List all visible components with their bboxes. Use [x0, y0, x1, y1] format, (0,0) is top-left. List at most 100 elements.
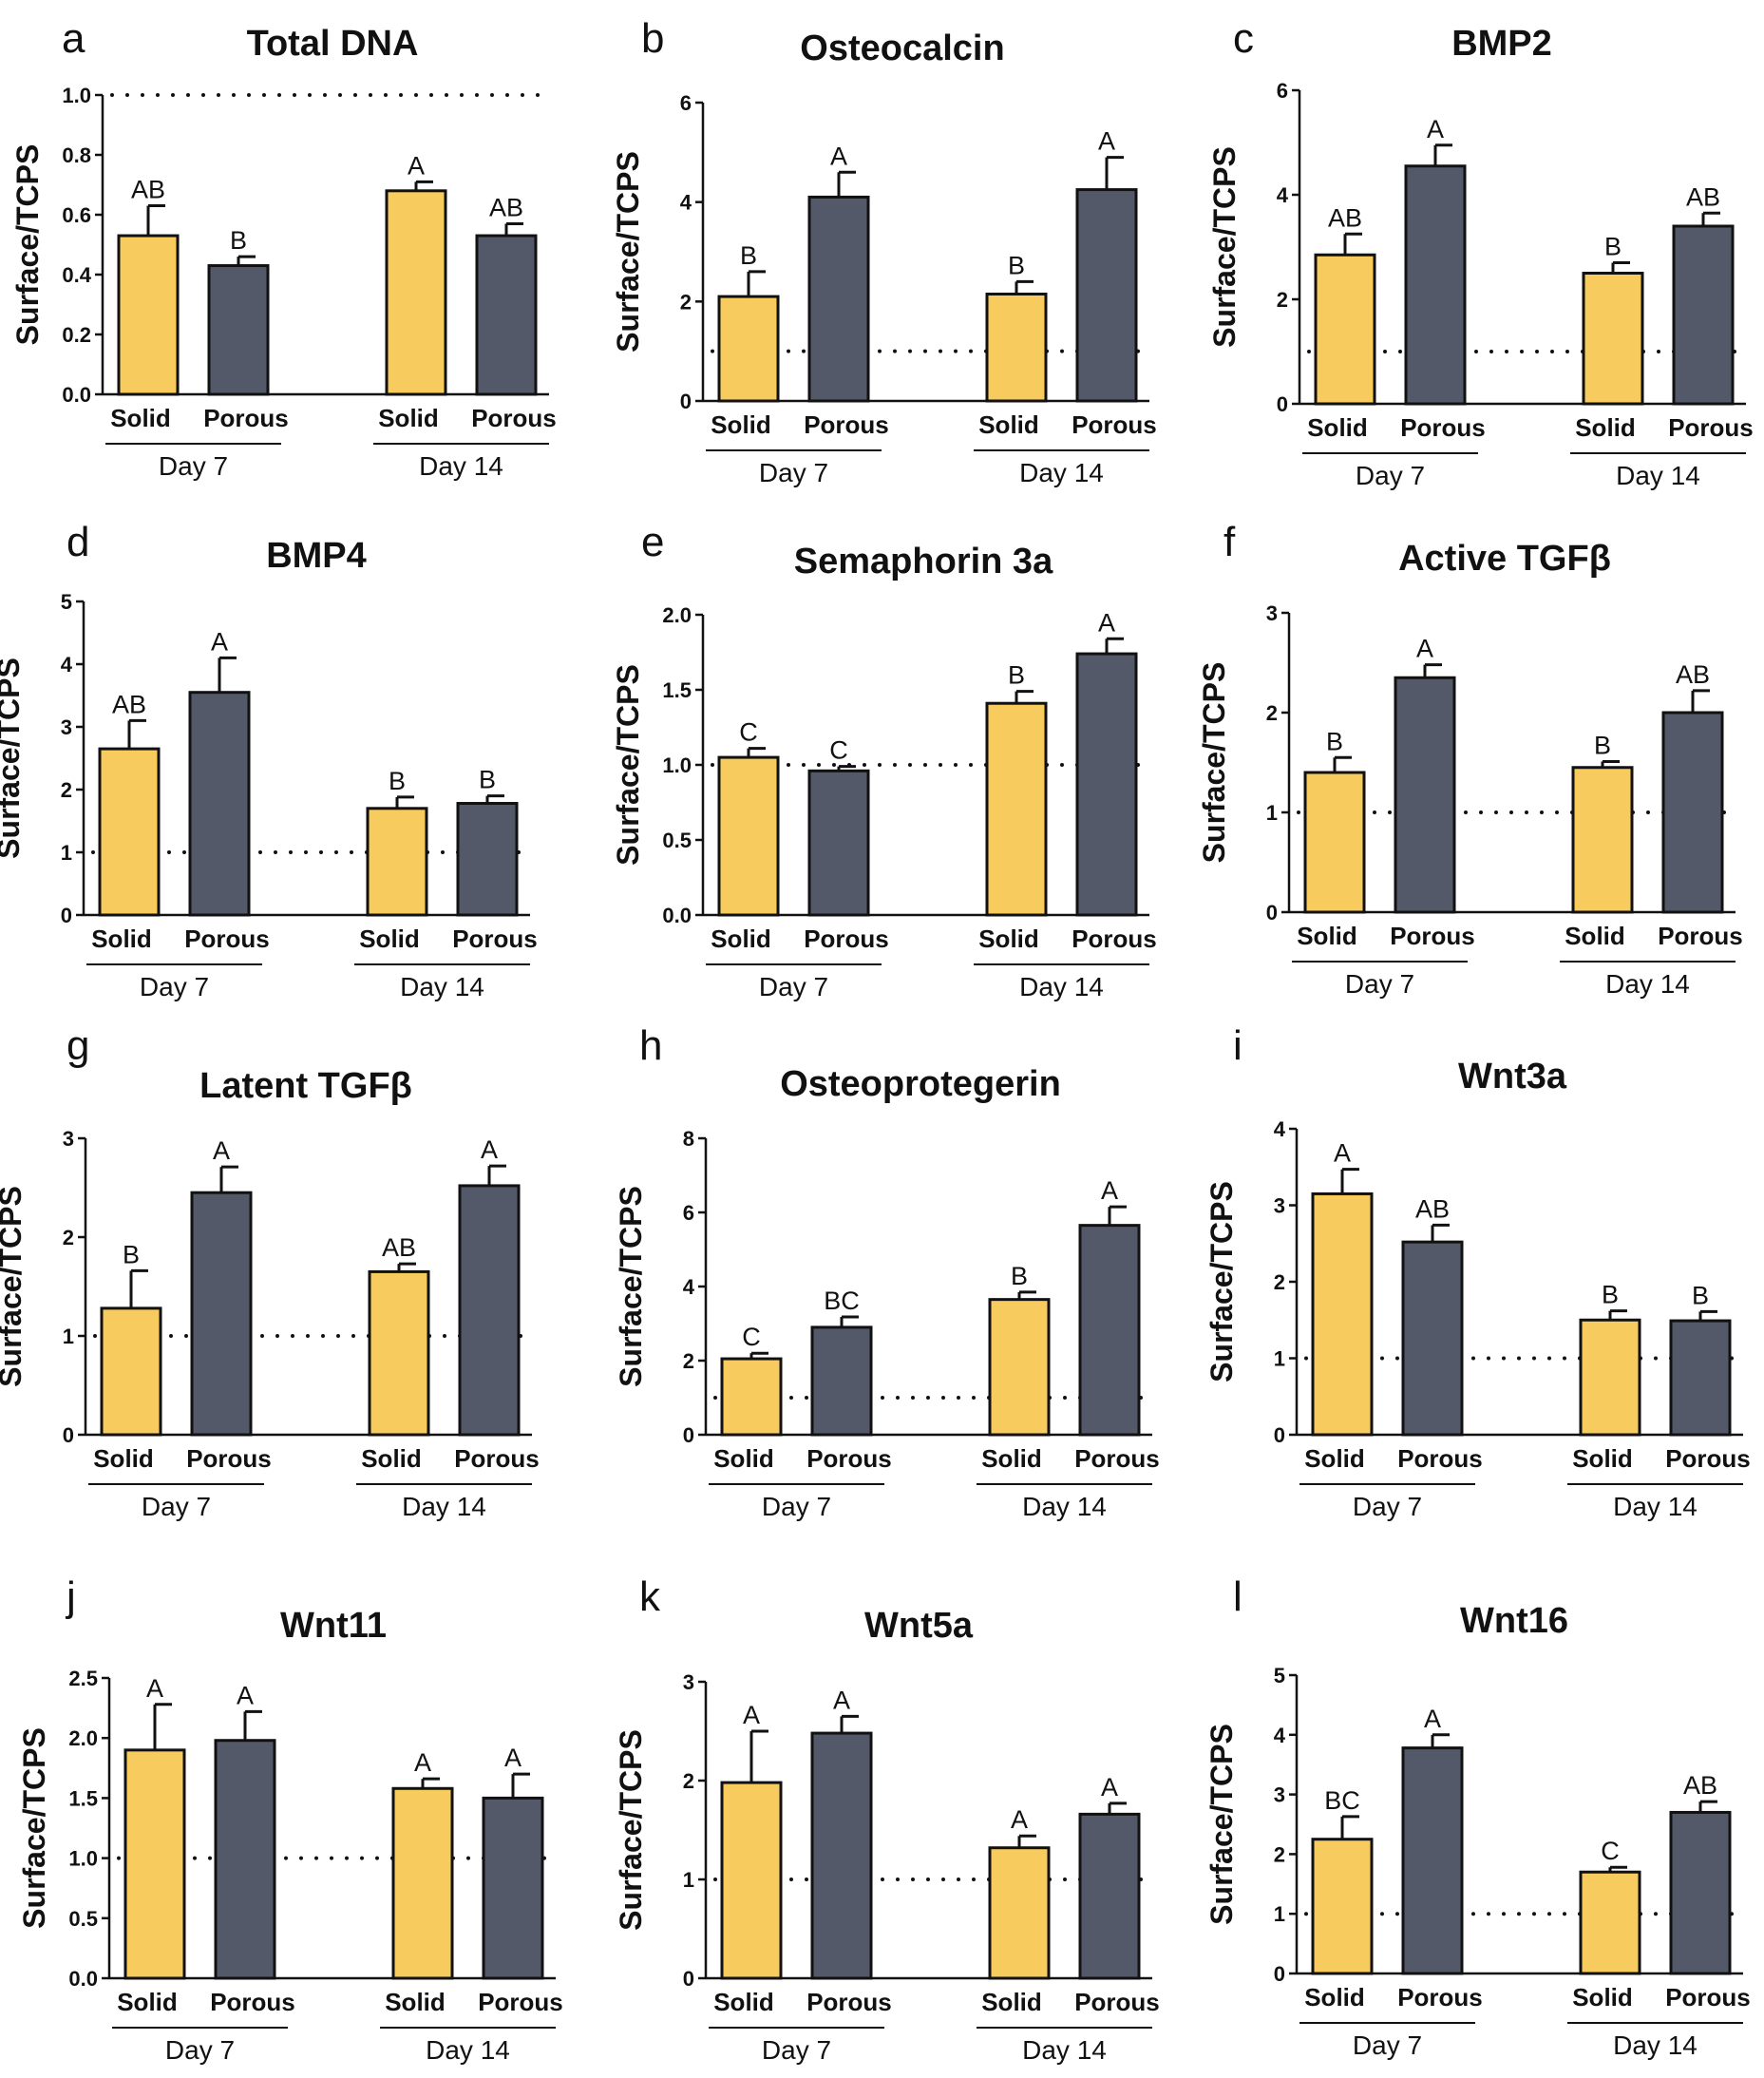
panel-h-ylabel: Surface/TCPS	[614, 1186, 648, 1387]
panel-f-bar	[1303, 771, 1366, 914]
panel-k-ylabel: Surface/TCPS	[614, 1729, 648, 1931]
panel-a-group-label: Day 14	[419, 451, 503, 481]
panel-e-bar	[807, 769, 870, 917]
panel-h-category-label: Solid	[713, 1444, 774, 1473]
panel-l-ytick-label: 3	[1274, 1783, 1285, 1807]
panel-b-significance-label: B	[1008, 251, 1025, 279]
panel-e-ytick-label: 1.5	[662, 678, 692, 702]
panel-b-title: Osteocalcin	[800, 29, 1004, 68]
panel-e-bar	[1075, 652, 1138, 917]
panel-d-significance-label: B	[389, 767, 406, 795]
panel-l-letter: l	[1233, 1573, 1242, 1620]
panel-c-ylabel: Surface/TCPS	[1207, 146, 1242, 348]
panel-k-bar	[1078, 1812, 1141, 1980]
panel-j-category-label: Solid	[117, 1988, 178, 2016]
panel-i-ytick-label: 0	[1274, 1423, 1285, 1447]
panel-f-bar	[1661, 711, 1724, 914]
panel-l-category-label: Solid	[1572, 1983, 1633, 2011]
panel-h-ytick-label: 8	[683, 1127, 694, 1151]
panel-i-significance-label: A	[1334, 1139, 1351, 1168]
panel-d-bar	[188, 691, 251, 917]
panel-d-category-label: Solid	[359, 925, 420, 953]
panel-f-category-label: Porous	[1390, 922, 1475, 950]
panel-a-ylabel: Surface/TCPS	[10, 144, 45, 346]
panel-g-ytick-label: 1	[63, 1325, 74, 1348]
panel-l-ytick-label: 5	[1274, 1664, 1285, 1687]
panel-k-category-label: Solid	[713, 1988, 774, 2016]
panel-c-significance-label: A	[1427, 115, 1444, 143]
panel-g-title: Latent TGFβ	[199, 1066, 412, 1106]
panel-i-group-label: Day 14	[1613, 1492, 1698, 1521]
panel-h-significance-label: B	[1011, 1262, 1028, 1290]
panel-g-significance-label: B	[123, 1240, 140, 1268]
panel-e-letter: e	[641, 519, 664, 565]
panel-h-group-label: Day 7	[762, 1492, 831, 1521]
panel-i-category-label: Solid	[1304, 1444, 1365, 1473]
panel-h-ytick-label: 4	[683, 1275, 695, 1299]
panel-h-letter: h	[639, 1022, 662, 1069]
panel-c-ytick-label: 6	[1277, 79, 1288, 103]
panel-a-significance-label: B	[230, 226, 247, 255]
panel-g-category-label: Solid	[361, 1444, 422, 1473]
panel-i-category-label: Solid	[1572, 1444, 1633, 1473]
panel-a-bar	[385, 189, 447, 396]
panel-k-ytick-label: 2	[683, 1769, 694, 1793]
panel-j-category-label: Solid	[385, 1988, 446, 2016]
panel-l: l Wnt16 Surface/TCPS 0 1 2 3 4 5 BC A C AB Solid Porou…	[1204, 1573, 1751, 2060]
panel-c-bar	[1404, 164, 1467, 406]
panel-l-group-label: Day 7	[1353, 2030, 1422, 2060]
panel-a-letter: a	[62, 15, 85, 62]
panel-e-ytick-label: 1.0	[662, 753, 692, 777]
panel-f-significance-label: AB	[1676, 660, 1710, 689]
panel-c-significance-label: B	[1604, 233, 1622, 261]
panel-f-category-label: Porous	[1658, 922, 1743, 950]
panel-g-category-label: Solid	[93, 1444, 154, 1473]
panel-h: h Osteoprotegerin Surface/TCPS 0 2 4 6 8 C BC B A So…	[614, 1022, 1160, 1521]
panel-g: g Latent TGFβ Surface/TCPS 0 1 2 3 B A AB A Solid Po…	[0, 1022, 540, 1521]
panel-b-category-label: Solid	[978, 410, 1039, 439]
panel-g-group-label: Day 14	[402, 1492, 486, 1521]
panel-j-bar	[391, 1786, 454, 1980]
panel-j-ytick-label: 1.0	[68, 1847, 98, 1871]
panel-c-ytick-label: 2	[1277, 288, 1288, 312]
panel-g-ytick-label: 0	[63, 1423, 74, 1447]
panel-l-ytick-label: 1	[1274, 1902, 1285, 1926]
panel-k-ytick-label: 3	[683, 1670, 694, 1694]
panel-k-significance-label: A	[833, 1686, 850, 1714]
panel-j: j Wnt11 Surface/TCPS 0.0 0.5 1.0 1.5 2.0 2.5 A A A A…	[17, 1573, 563, 2065]
panel-e-significance-label: C	[739, 718, 758, 747]
panel-l-ylabel: Surface/TCPS	[1204, 1724, 1239, 1925]
panel-d-title: BMP4	[266, 536, 367, 576]
panel-f-bar	[1571, 766, 1634, 914]
panel-c-bar	[1672, 224, 1735, 406]
panel-a: a Total DNA Surface/TCPS 0.0 0.2 0.4 0.6 0.8 1.0…	[10, 15, 557, 481]
panel-k-significance-label: A	[1011, 1805, 1028, 1834]
panel-h-title: Osteoprotegerin	[780, 1064, 1061, 1104]
panel-g-bar	[368, 1269, 430, 1437]
panel-f-ytick-label: 3	[1266, 601, 1278, 625]
panel-f-significance-label: B	[1326, 727, 1343, 755]
panel-h-significance-label: A	[1101, 1176, 1118, 1205]
panel-d-significance-label: A	[211, 627, 228, 656]
panel-h-ytick-label: 6	[683, 1201, 694, 1225]
panel-k-title: Wnt5a	[864, 1606, 974, 1646]
panel-i-letter: i	[1233, 1022, 1242, 1069]
panel-i-bar	[1579, 1318, 1641, 1437]
panel-l-ytick-label: 4	[1274, 1724, 1286, 1747]
panel-h-ytick-label: 0	[683, 1423, 694, 1447]
panel-g-category-label: Porous	[186, 1444, 272, 1473]
panel-h-ytick-label: 2	[683, 1349, 694, 1373]
panel-l-bar	[1311, 1838, 1374, 1975]
panel-e-ytick-label: 0.5	[662, 829, 692, 852]
panel-g-bar	[190, 1191, 253, 1437]
panel-c-title: BMP2	[1451, 24, 1552, 64]
panel-b-ytick-label: 2	[680, 290, 692, 314]
panel-e-category-label: Porous	[1072, 925, 1157, 953]
panel-e-bar	[717, 755, 780, 917]
panel-j-bar	[482, 1796, 544, 1980]
panel-g-ytick-label: 3	[63, 1127, 74, 1151]
panel-f-category-label: Solid	[1297, 922, 1357, 950]
panel-f-significance-label: A	[1416, 635, 1433, 663]
panel-d-category-label: Porous	[452, 925, 538, 953]
panel-k-category-label: Porous	[806, 1988, 892, 2016]
